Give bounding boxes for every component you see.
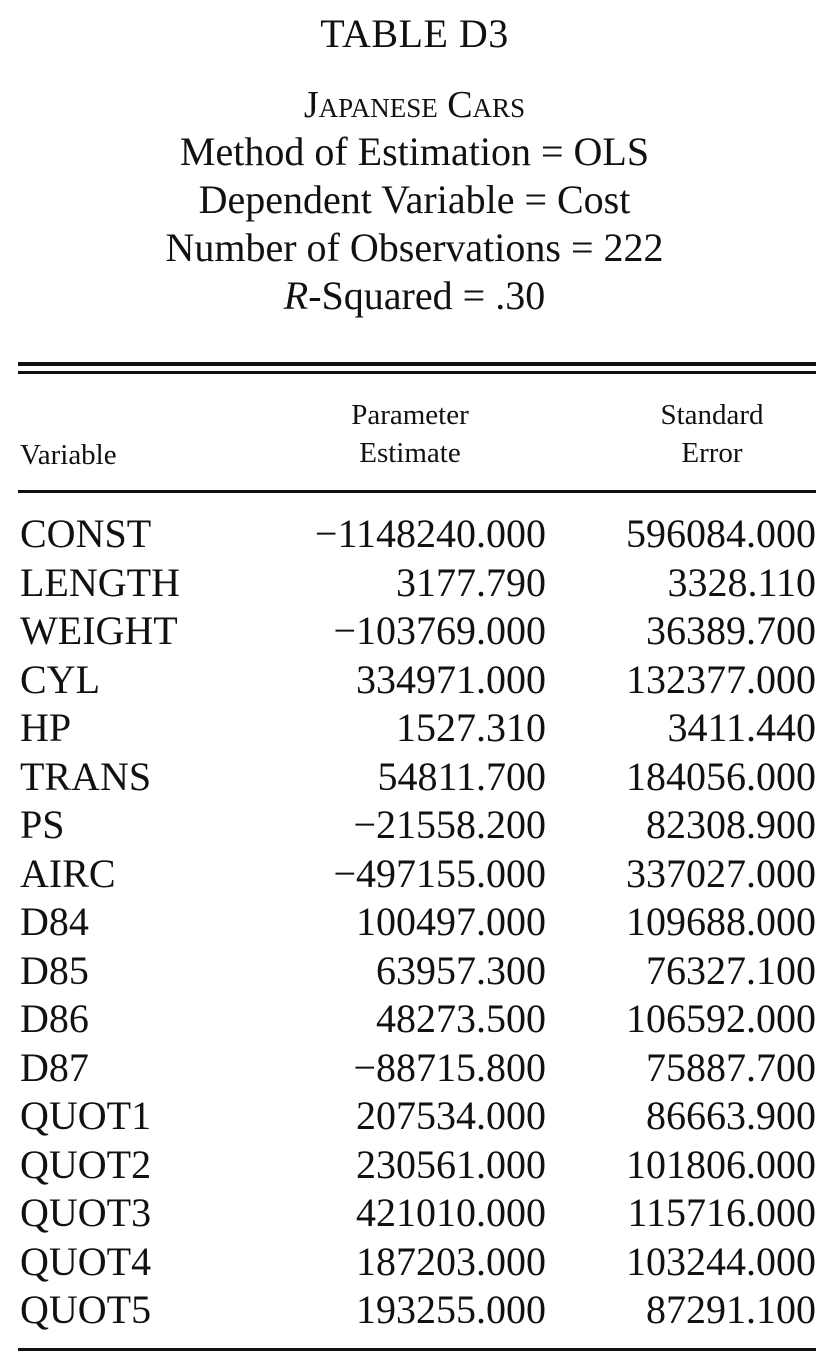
- estimate-cell: 63957.300: [376, 947, 546, 993]
- column-header-estimate-line1: Parameter: [351, 399, 469, 431]
- estimate-cell: −21558.200: [353, 802, 546, 847]
- column-header-se-line1: Standard: [660, 399, 764, 431]
- table-row: QUOT3 421010.000 115716.000: [0, 1189, 829, 1238]
- variable-cell: CYL: [20, 656, 100, 702]
- estimate-cell: −103769.000: [333, 608, 546, 653]
- standard-error-cell: 3328.110: [667, 559, 816, 605]
- method-line: Method of Estimation = OLS: [179, 129, 650, 174]
- variable-cell: TRANS: [20, 753, 152, 799]
- estimate-cell: 207534.000: [356, 1093, 546, 1138]
- variable-cell: D86: [20, 996, 89, 1041]
- standard-error-cell: 184056.000: [626, 753, 816, 799]
- estimate-cell: 187203.000: [356, 1238, 546, 1284]
- table-row: QUOT5 193255.000 87291.100: [0, 1286, 829, 1335]
- estimate-cell: −497155.000: [333, 850, 546, 896]
- standard-error-cell: 82308.900: [646, 802, 816, 847]
- standard-error-cell: 132377.000: [626, 656, 816, 702]
- variable-cell: AIRC: [20, 850, 116, 896]
- standard-error-cell: 101806.000: [626, 1141, 816, 1187]
- column-header-variable: Variable: [20, 439, 117, 471]
- table-title: TABLE D3: [320, 11, 509, 56]
- estimate-cell: 1527.310: [396, 705, 546, 750]
- bottom-rule: [18, 1348, 816, 1351]
- table-row: PS −21558.200 82308.900: [0, 801, 829, 850]
- standard-error-cell: 103244.000: [626, 1238, 816, 1284]
- rsquared-text: -Squared = .30: [308, 273, 546, 318]
- estimate-cell: 230561.000: [356, 1141, 546, 1187]
- estimate-cell: 48273.500: [376, 996, 546, 1041]
- estimate-cell: 100497.000: [356, 899, 546, 944]
- standard-error-cell: 36389.700: [646, 608, 816, 653]
- variable-cell: QUOT1: [20, 1093, 152, 1138]
- table-row: AIRC −497155.000 337027.000: [0, 850, 829, 899]
- standard-error-cell: 337027.000: [626, 850, 816, 896]
- estimate-cell: 421010.000: [356, 1190, 546, 1235]
- estimate-cell: 193255.000: [356, 1287, 546, 1332]
- standard-error-cell: 3411.440: [667, 705, 816, 750]
- table-row: LENGTH 3177.790 3328.110: [0, 559, 829, 608]
- column-header-estimate: Parameter Estimate: [320, 396, 500, 472]
- top-double-rule: [18, 362, 816, 374]
- dependent-variable-line: Dependent Variable = Cost: [198, 177, 631, 222]
- table-row: HP 1527.310 3411.440: [0, 704, 829, 753]
- variable-cell: D87: [20, 1044, 89, 1090]
- variable-cell: D85: [20, 947, 89, 993]
- column-header-se-line2: Error: [681, 437, 743, 469]
- variable-cell: QUOT2: [20, 1141, 152, 1187]
- variable-cell: PS: [20, 802, 65, 847]
- standard-error-cell: 596084.000: [626, 511, 816, 556]
- estimate-cell: 334971.000: [356, 656, 546, 702]
- standard-error-cell: 87291.100: [646, 1287, 816, 1332]
- table-subtitle: Japanese Cars: [303, 84, 526, 126]
- variable-cell: D84: [20, 899, 89, 944]
- estimate-cell: 3177.790: [396, 559, 546, 605]
- standard-error-cell: 106592.000: [626, 996, 816, 1041]
- rsquared-line: R-Squared = .30: [0, 272, 829, 320]
- variable-cell: QUOT4: [20, 1238, 152, 1284]
- standard-error-cell: 86663.900: [646, 1093, 816, 1138]
- standard-error-cell: 76327.100: [646, 947, 816, 993]
- table-row: WEIGHT −103769.000 36389.700: [0, 607, 829, 656]
- variable-cell: LENGTH: [20, 559, 180, 605]
- variable-cell: HP: [20, 705, 72, 750]
- estimate-cell: −1148240.000: [314, 511, 546, 556]
- variable-cell: QUOT3: [20, 1190, 152, 1235]
- table-row: CONST −1148240.000 596084.000: [0, 510, 829, 559]
- standard-error-cell: 75887.700: [646, 1044, 816, 1090]
- table-row: D84 100497.000 109688.000: [0, 898, 829, 947]
- table-row: QUOT2 230561.000 101806.000: [0, 1141, 829, 1190]
- table-row: D85 63957.300 76327.100: [0, 947, 829, 996]
- variable-cell: WEIGHT: [20, 608, 178, 653]
- estimate-cell: 54811.700: [377, 753, 546, 799]
- observations-line: Number of Observations = 222: [165, 225, 664, 270]
- variable-cell: CONST: [20, 511, 152, 556]
- table-body: CONST −1148240.000 596084.000 LENGTH 317…: [0, 510, 829, 1335]
- column-header-estimate-line2: Estimate: [359, 437, 461, 469]
- table-row: D86 48273.500 106592.000: [0, 995, 829, 1044]
- table-row: QUOT4 187203.000 103244.000: [0, 1238, 829, 1287]
- table-header: TABLE D3 Japanese Cars Method of Estimat…: [0, 8, 829, 320]
- column-header-standard-error: Standard Error: [626, 396, 798, 472]
- header-rule: [18, 490, 816, 493]
- standard-error-cell: 115716.000: [627, 1190, 816, 1235]
- variable-cell: QUOT5: [20, 1287, 152, 1332]
- rsquared-symbol: R: [283, 273, 309, 318]
- table-row: CYL 334971.000 132377.000: [0, 656, 829, 705]
- table-row: TRANS 54811.700 184056.000: [0, 753, 829, 802]
- estimate-cell: −88715.800: [353, 1044, 546, 1090]
- standard-error-cell: 109688.000: [626, 899, 816, 944]
- table-row: QUOT1 207534.000 86663.900: [0, 1092, 829, 1141]
- table-row: D87 −88715.800 75887.700: [0, 1044, 829, 1093]
